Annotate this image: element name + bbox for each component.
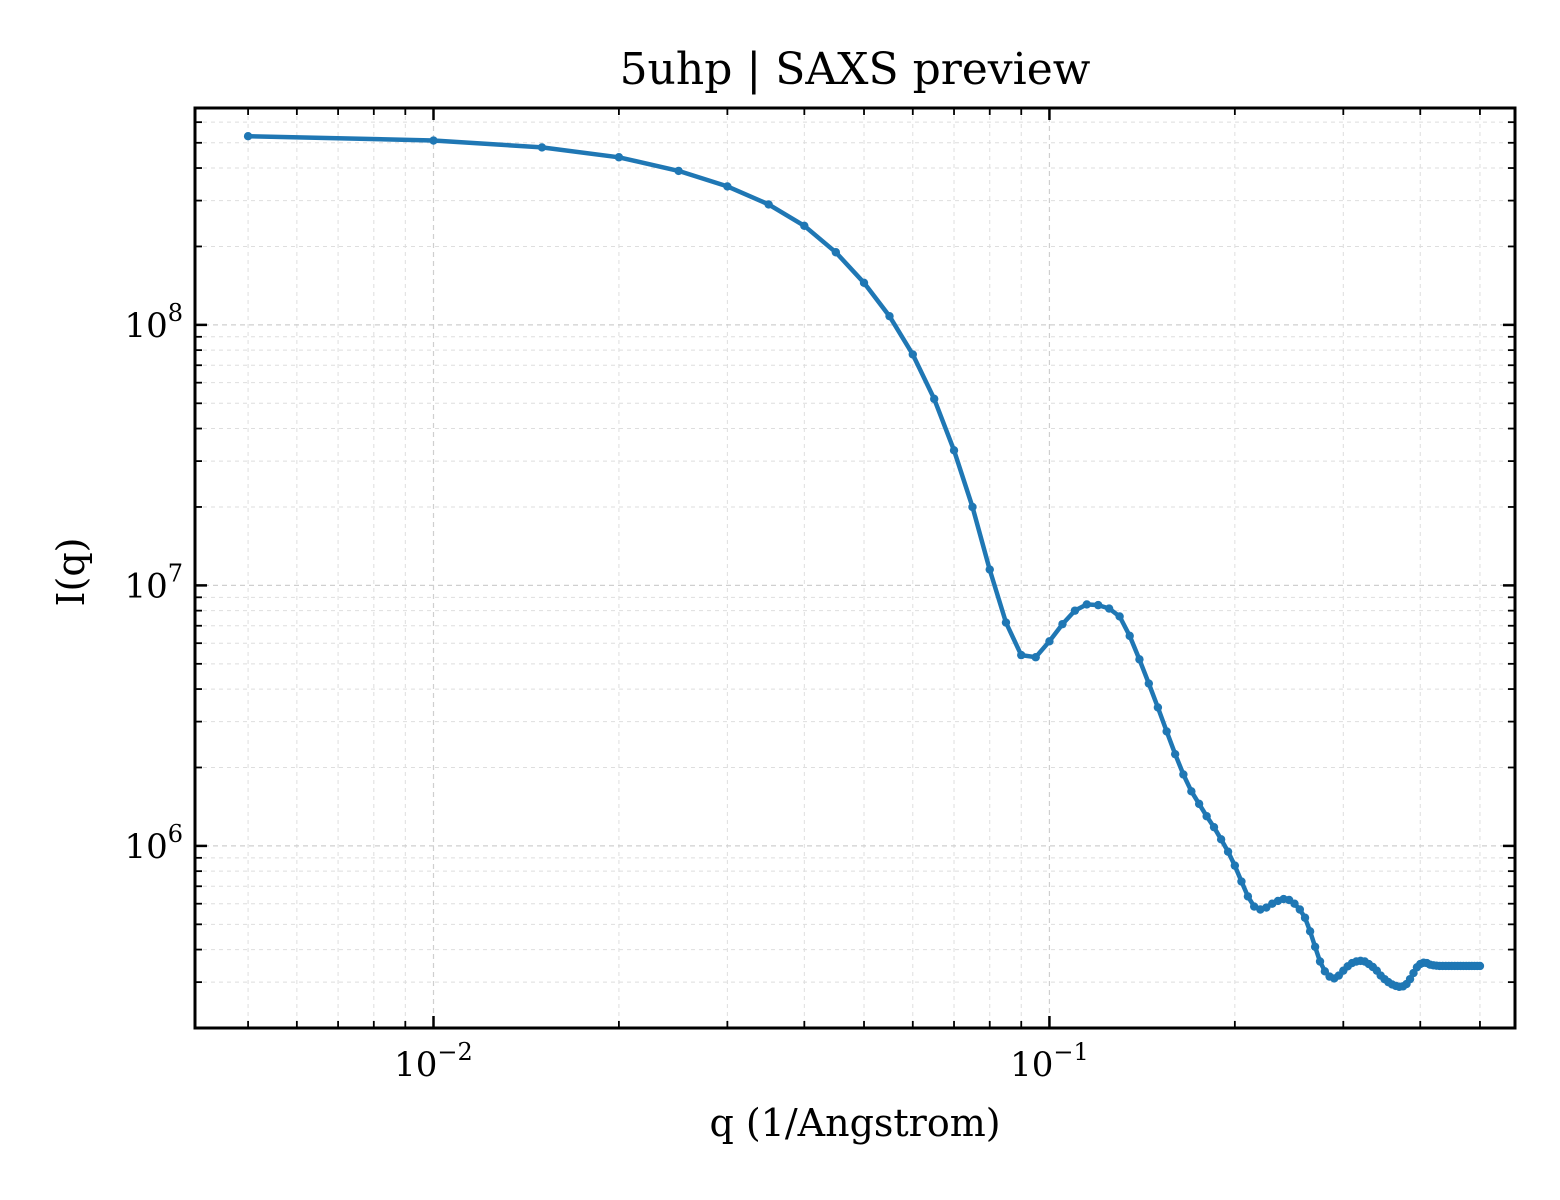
data-point [1001, 618, 1011, 627]
data-point [1135, 655, 1144, 664]
data-point [1115, 612, 1124, 621]
data-point [908, 350, 917, 359]
data-point [537, 143, 547, 152]
data-point [1310, 942, 1320, 951]
data-point [1070, 606, 1080, 615]
data-point [885, 311, 894, 321]
x-tick-label: 10−1 [1010, 1038, 1089, 1085]
data-point [243, 131, 253, 141]
data-point [1305, 927, 1315, 936]
data-point [1194, 799, 1204, 809]
data-point [1187, 787, 1196, 796]
data-point [1290, 899, 1299, 908]
data-point [831, 248, 841, 257]
data-point [1209, 822, 1219, 832]
y-tick-label: 108 [124, 299, 183, 346]
data-point [1094, 600, 1103, 610]
chart-title: 5uhp | SAXS preview [620, 44, 1091, 95]
data-point [764, 200, 773, 209]
data-point [929, 394, 939, 404]
y-tick-label: 106 [124, 820, 183, 867]
data-point [1045, 637, 1054, 646]
data-point [1475, 961, 1485, 971]
x-axis-label: q (1/Angstrom) [709, 1101, 1000, 1145]
x-tick-label: 10−2 [394, 1038, 473, 1085]
series-layer [243, 131, 1485, 991]
tick-labels: 10−2 10−1 106 107 108 [124, 299, 1088, 1085]
data-point [1405, 974, 1415, 984]
data-point [1237, 877, 1246, 886]
grid [195, 108, 1515, 1029]
data-point [1162, 727, 1171, 736]
data-point [1243, 892, 1253, 901]
data-point [985, 565, 994, 574]
data-point [1082, 600, 1092, 609]
data-point [1315, 957, 1325, 966]
plot-frame [193, 106, 1517, 1030]
data-point [1179, 770, 1188, 779]
data-point [1223, 847, 1233, 856]
data-point [1017, 650, 1026, 660]
data-point [1216, 835, 1226, 844]
data-point [968, 502, 977, 512]
data-point [1058, 619, 1067, 629]
data-point [859, 278, 869, 288]
data-point [800, 221, 809, 231]
data-point [1104, 604, 1114, 613]
data-point [1153, 703, 1163, 712]
data-point [1295, 905, 1305, 914]
y-axis-label: I(q) [49, 538, 93, 607]
data-point [723, 182, 732, 191]
data-point [1144, 679, 1154, 688]
data-point [1031, 653, 1040, 662]
data-point [1125, 631, 1134, 641]
ticks [195, 108, 1515, 1029]
data-point [429, 136, 438, 145]
data-point [674, 166, 683, 176]
data-point [1300, 913, 1310, 922]
data-point [614, 153, 624, 162]
data-point [1202, 812, 1211, 821]
y-tick-label: 107 [124, 559, 183, 606]
data-point [1170, 749, 1180, 759]
data-point [949, 446, 959, 455]
data-point [1230, 861, 1240, 870]
